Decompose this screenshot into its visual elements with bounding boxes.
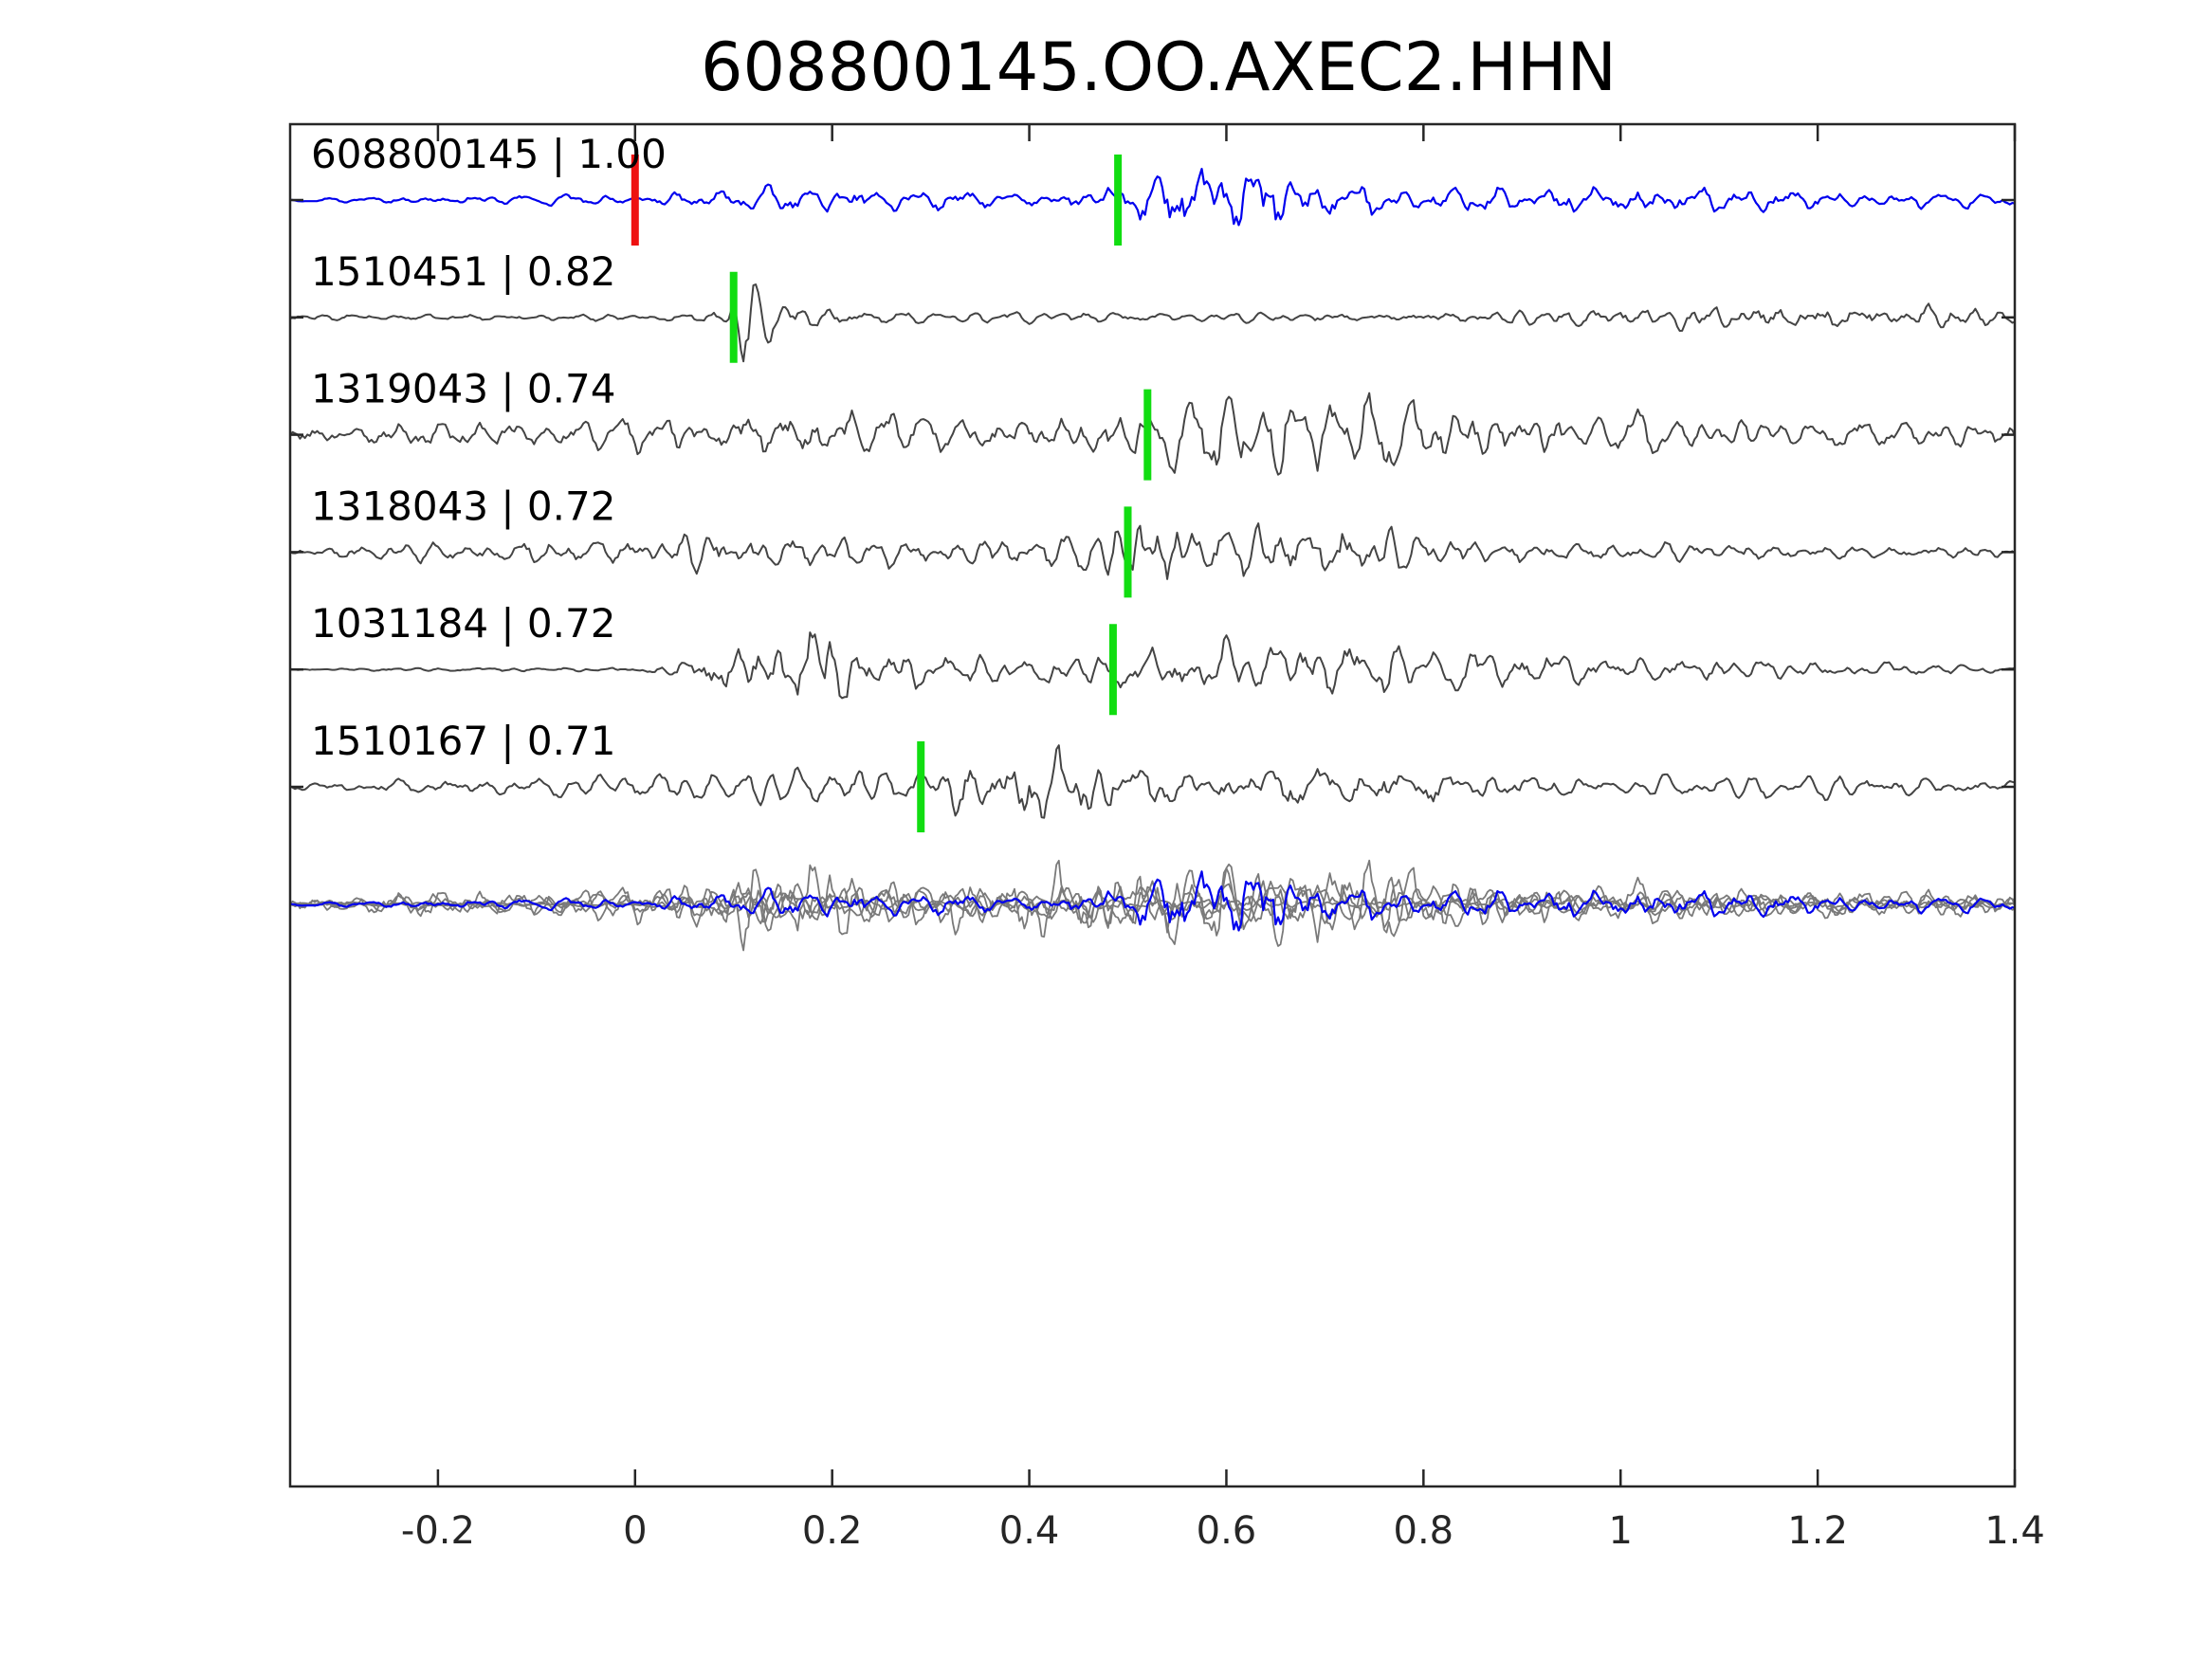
overlay-trace-1510167 (289, 859, 2016, 938)
trace-label-1510451: 1510451 | 0.82 (311, 248, 615, 295)
trace-label-1031184: 1031184 | 0.72 (311, 600, 615, 647)
chart-title: 608800145.OO.AXEC2.HHN (701, 28, 1617, 106)
trace-label-608800145: 608800145 | 1.00 (311, 131, 667, 177)
trace-1510167 (289, 744, 2016, 819)
x-tick-label: 0.2 (802, 1509, 863, 1553)
trace-1318043 (289, 522, 2016, 580)
overlay-trace-1318043 (289, 873, 2016, 934)
pick-markers (631, 155, 1152, 832)
trace-1031184 (289, 631, 2016, 700)
overlay-panel (289, 859, 2016, 952)
x-tick-label: 0 (623, 1509, 647, 1553)
x-tick-label: 1.2 (1787, 1509, 1848, 1553)
overlay-trace-608800145 (289, 870, 2016, 932)
traces-layer (289, 168, 2016, 819)
x-tick-label: 1 (1609, 1509, 1633, 1553)
plot-frame (288, 122, 2017, 1488)
x-tick-label: 0.6 (1197, 1509, 1257, 1553)
x-tick-label: -0.2 (401, 1509, 475, 1553)
trace-608800145 (289, 168, 2016, 227)
trace-labels: 608800145 | 1.00 1510451 | 0.82 1319043 | … (311, 131, 667, 764)
x-axis: -0.2 0 0.2 0.4 0.6 0.8 1 1.2 1.4 (401, 124, 2045, 1553)
x-tick-label: 1.4 (1984, 1509, 2045, 1553)
trace-1510451 (289, 283, 2016, 363)
trace-label-1319043: 1319043 | 0.74 (311, 366, 615, 412)
trace-label-1510167: 1510167 | 0.71 (311, 718, 615, 764)
x-tick-label: 0.8 (1394, 1509, 1454, 1553)
trace-1319043 (289, 392, 2016, 476)
x-tick-label: 0.4 (999, 1509, 1060, 1553)
trace-label-1318043: 1318043 | 0.72 (311, 483, 615, 529)
